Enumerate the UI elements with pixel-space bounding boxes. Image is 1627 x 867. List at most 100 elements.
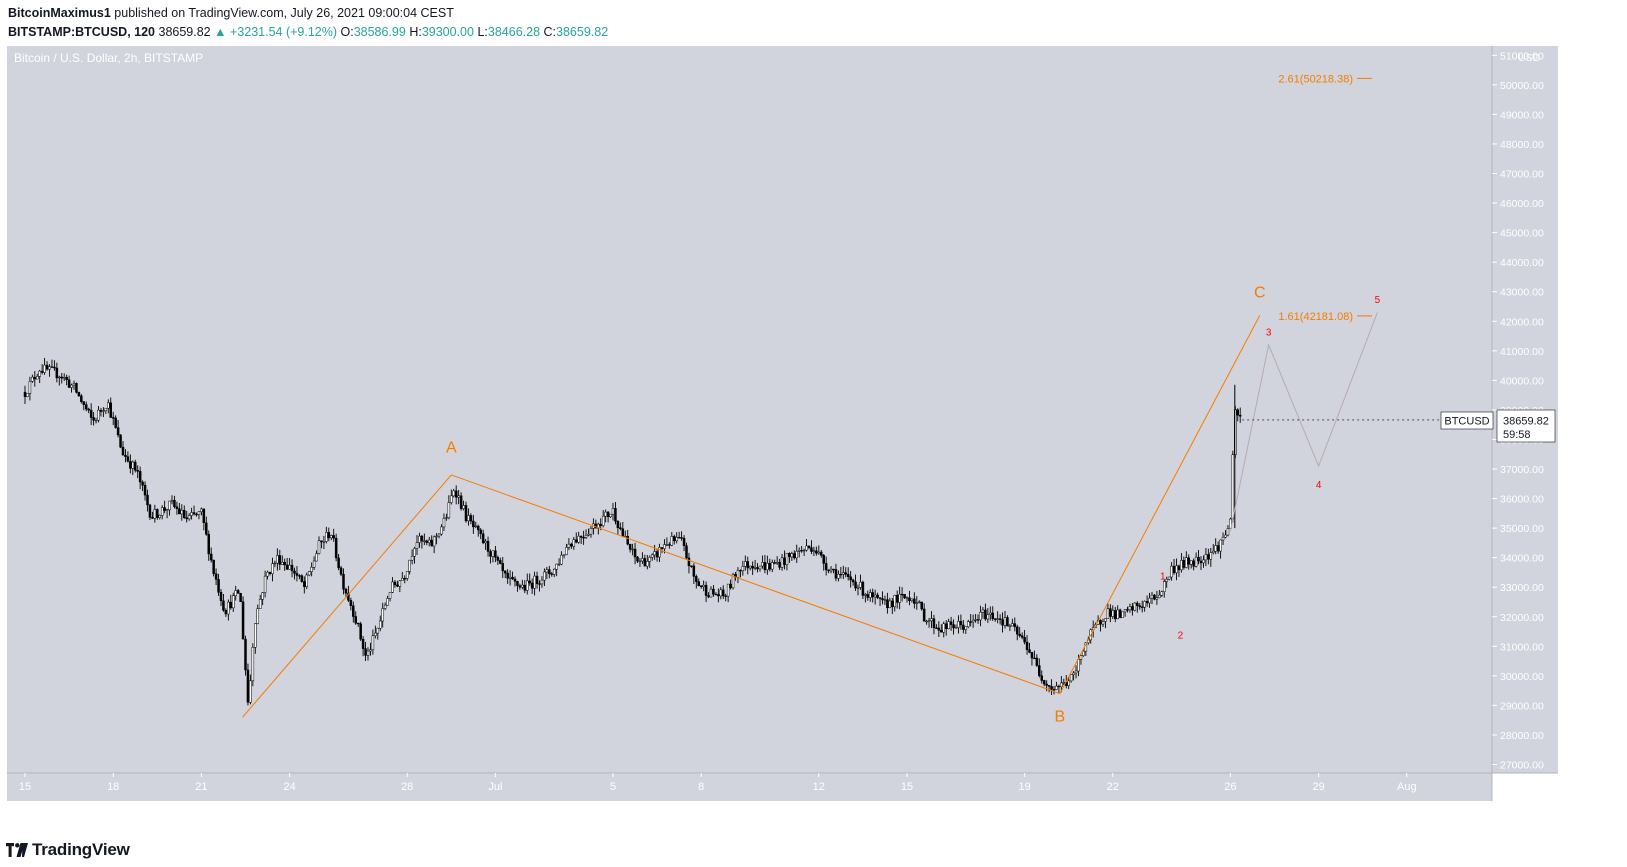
wave-label-a: A — [446, 440, 457, 457]
candle-body — [251, 647, 255, 682]
candle-body — [457, 495, 460, 498]
y-tick-label: 28000.00 — [1500, 730, 1544, 742]
candle-body — [40, 370, 44, 373]
candle-body — [815, 550, 818, 554]
candle-body — [883, 599, 887, 601]
candle-body — [391, 581, 394, 593]
candle-body — [609, 513, 612, 518]
candle-body — [190, 512, 193, 516]
candle-body — [567, 543, 571, 548]
candle-body — [707, 595, 710, 598]
open-label: O: — [340, 25, 354, 39]
candle-body — [28, 381, 32, 394]
candle-body — [327, 532, 331, 539]
candle-body — [36, 376, 39, 380]
candle-body — [827, 569, 830, 572]
candle-body — [224, 609, 228, 615]
candle-body — [1167, 576, 1171, 580]
candle-body — [146, 494, 149, 506]
candle-body — [440, 526, 443, 535]
candle-body — [944, 623, 948, 629]
y-tick-label: 48000.00 — [1500, 139, 1544, 151]
candle-body — [366, 650, 370, 656]
candle-body — [1238, 414, 1242, 417]
candle-body — [187, 515, 191, 520]
candle-body — [1057, 685, 1061, 688]
candle-body — [952, 624, 955, 629]
candle-body — [1150, 594, 1154, 599]
candle-body — [192, 512, 196, 515]
candle-body — [677, 537, 681, 539]
candle-body — [1067, 680, 1070, 686]
candle-body — [976, 619, 980, 621]
candle-body — [702, 584, 705, 587]
candle-body — [1016, 626, 1019, 635]
author-name[interactable]: BitcoinMaximus1 — [8, 6, 111, 20]
y-tick-label: 51000.00 — [1500, 50, 1544, 62]
candle-body — [158, 515, 161, 518]
candle-body — [185, 517, 188, 520]
candle-body — [998, 618, 1002, 620]
candle-body — [526, 580, 529, 591]
candle-body — [849, 576, 852, 581]
time-axis[interactable] — [7, 773, 1492, 801]
candle-body — [807, 545, 811, 548]
candle-body — [920, 601, 923, 610]
candle-body — [249, 680, 252, 703]
candle-body — [1062, 682, 1066, 684]
candle-body — [780, 557, 784, 568]
candle-body — [241, 601, 245, 640]
candle-body — [521, 584, 524, 588]
candle-body — [846, 574, 850, 578]
candle-body — [1185, 557, 1188, 568]
plot-area[interactable] — [7, 46, 1492, 801]
y-tick-label: 29000.00 — [1500, 700, 1544, 712]
x-tick-label: 26 — [1224, 781, 1236, 793]
x-tick-label: 21 — [195, 781, 207, 793]
fib-level-label: 1.61(42181.08) — [1278, 311, 1353, 323]
candle-body — [1106, 608, 1110, 619]
x-tick-label: 15 — [901, 781, 913, 793]
candle-body — [183, 510, 186, 518]
candle-body — [136, 469, 139, 472]
candle-body — [817, 551, 821, 554]
candle-body — [1045, 683, 1048, 686]
candle-body — [361, 638, 365, 649]
candle-body — [1035, 657, 1039, 666]
candle-body — [445, 517, 448, 519]
candle-body — [797, 550, 801, 552]
candle-body — [704, 584, 708, 596]
candle-body — [614, 508, 617, 522]
candle-body — [665, 544, 669, 546]
candle-body — [1006, 617, 1009, 627]
candle-body — [773, 562, 776, 564]
candle-body — [1069, 674, 1073, 682]
candle-body — [918, 601, 921, 604]
candle-body — [528, 580, 531, 584]
candle-body — [778, 562, 781, 568]
candle-body — [516, 581, 519, 586]
candle-body — [200, 508, 203, 512]
candle-body — [616, 521, 620, 528]
symbol-label[interactable]: BITSTAMP:BTCUSD, 120 — [8, 25, 156, 39]
y-tick-label: 27000.00 — [1500, 760, 1544, 772]
candle-body — [673, 536, 676, 542]
wave-count-2: 2 — [1178, 630, 1184, 641]
candle-body — [927, 620, 931, 622]
candle-body — [685, 545, 688, 559]
x-tick-label: 24 — [283, 781, 295, 793]
candle-body — [356, 622, 360, 625]
candle-body — [1018, 633, 1021, 636]
candle-body — [99, 409, 103, 412]
candle-body — [305, 574, 308, 587]
candle-body — [410, 556, 414, 561]
candle-body — [236, 590, 240, 594]
candle-body — [138, 471, 142, 483]
candle-body — [628, 543, 632, 550]
candle-body — [62, 376, 66, 379]
candle-body — [38, 370, 41, 377]
bar-countdown-text: 59:58 — [1503, 429, 1531, 441]
brand-name[interactable]: TradingView — [32, 840, 130, 859]
price-axis[interactable] — [1492, 46, 1558, 773]
